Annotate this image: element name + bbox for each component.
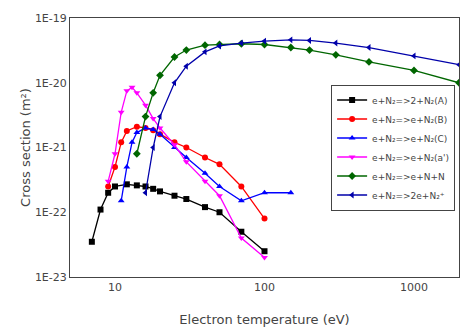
svg-text:e+N₂=>2+N₂(A): e+N₂=>2+N₂(A) xyxy=(372,96,447,106)
svg-text:1E-23: 1E-23 xyxy=(35,271,67,284)
svg-text:Electron temperature (eV): Electron temperature (eV) xyxy=(179,312,349,327)
svg-text:e+N₂=>e+N₂(a'): e+N₂=>e+N₂(a') xyxy=(372,153,449,163)
svg-text:e+N₂=>e+N₂(B): e+N₂=>e+N₂(B) xyxy=(372,115,447,125)
svg-text:e+N₂=>e+N₂(C): e+N₂=>e+N₂(C) xyxy=(372,134,447,144)
svg-text:Cross section (m²): Cross section (m²) xyxy=(18,88,33,207)
svg-text:100: 100 xyxy=(254,281,275,294)
svg-text:e+N₂=>2e+N₂⁺: e+N₂=>2e+N₂⁺ xyxy=(372,191,445,201)
svg-text:1000: 1000 xyxy=(400,281,428,294)
svg-text:e+N₂=>e+N+N: e+N₂=>e+N+N xyxy=(372,172,445,182)
svg-text:1E-22: 1E-22 xyxy=(35,206,67,219)
svg-text:10: 10 xyxy=(108,281,122,294)
svg-text:1E-20: 1E-20 xyxy=(35,77,67,90)
svg-text:1E-19: 1E-19 xyxy=(35,12,67,25)
svg-text:1E-21: 1E-21 xyxy=(35,141,67,154)
